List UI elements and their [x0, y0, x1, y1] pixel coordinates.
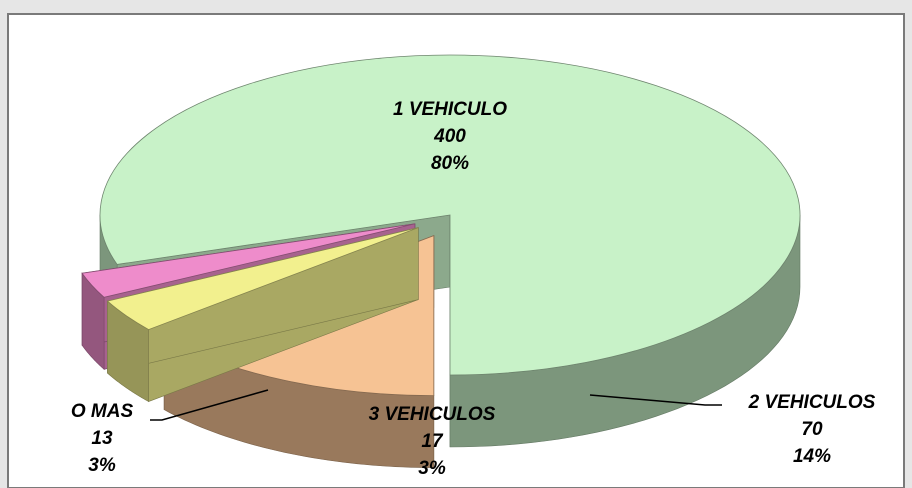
label-percent: 3%: [418, 458, 446, 479]
slice: [106, 227, 419, 331]
label-name: 2 VEHICULOS: [748, 392, 876, 413]
label-count: 400: [433, 126, 466, 147]
label-percent: 3%: [88, 455, 116, 476]
label-count: 17: [421, 431, 444, 452]
slice: [81, 223, 416, 298]
leader-line: [150, 389, 269, 421]
label-count: 13: [91, 428, 113, 449]
label-name: 3 VEHICULOS: [369, 404, 496, 425]
label-name: O MAS: [71, 401, 134, 422]
label-count: 70: [801, 419, 823, 440]
label-percent: 14%: [793, 446, 831, 467]
slice: [99, 54, 801, 376]
leader-line: [589, 394, 722, 406]
label-name: 1 VEHICULO: [393, 99, 507, 120]
label-percent: 80%: [431, 153, 469, 174]
